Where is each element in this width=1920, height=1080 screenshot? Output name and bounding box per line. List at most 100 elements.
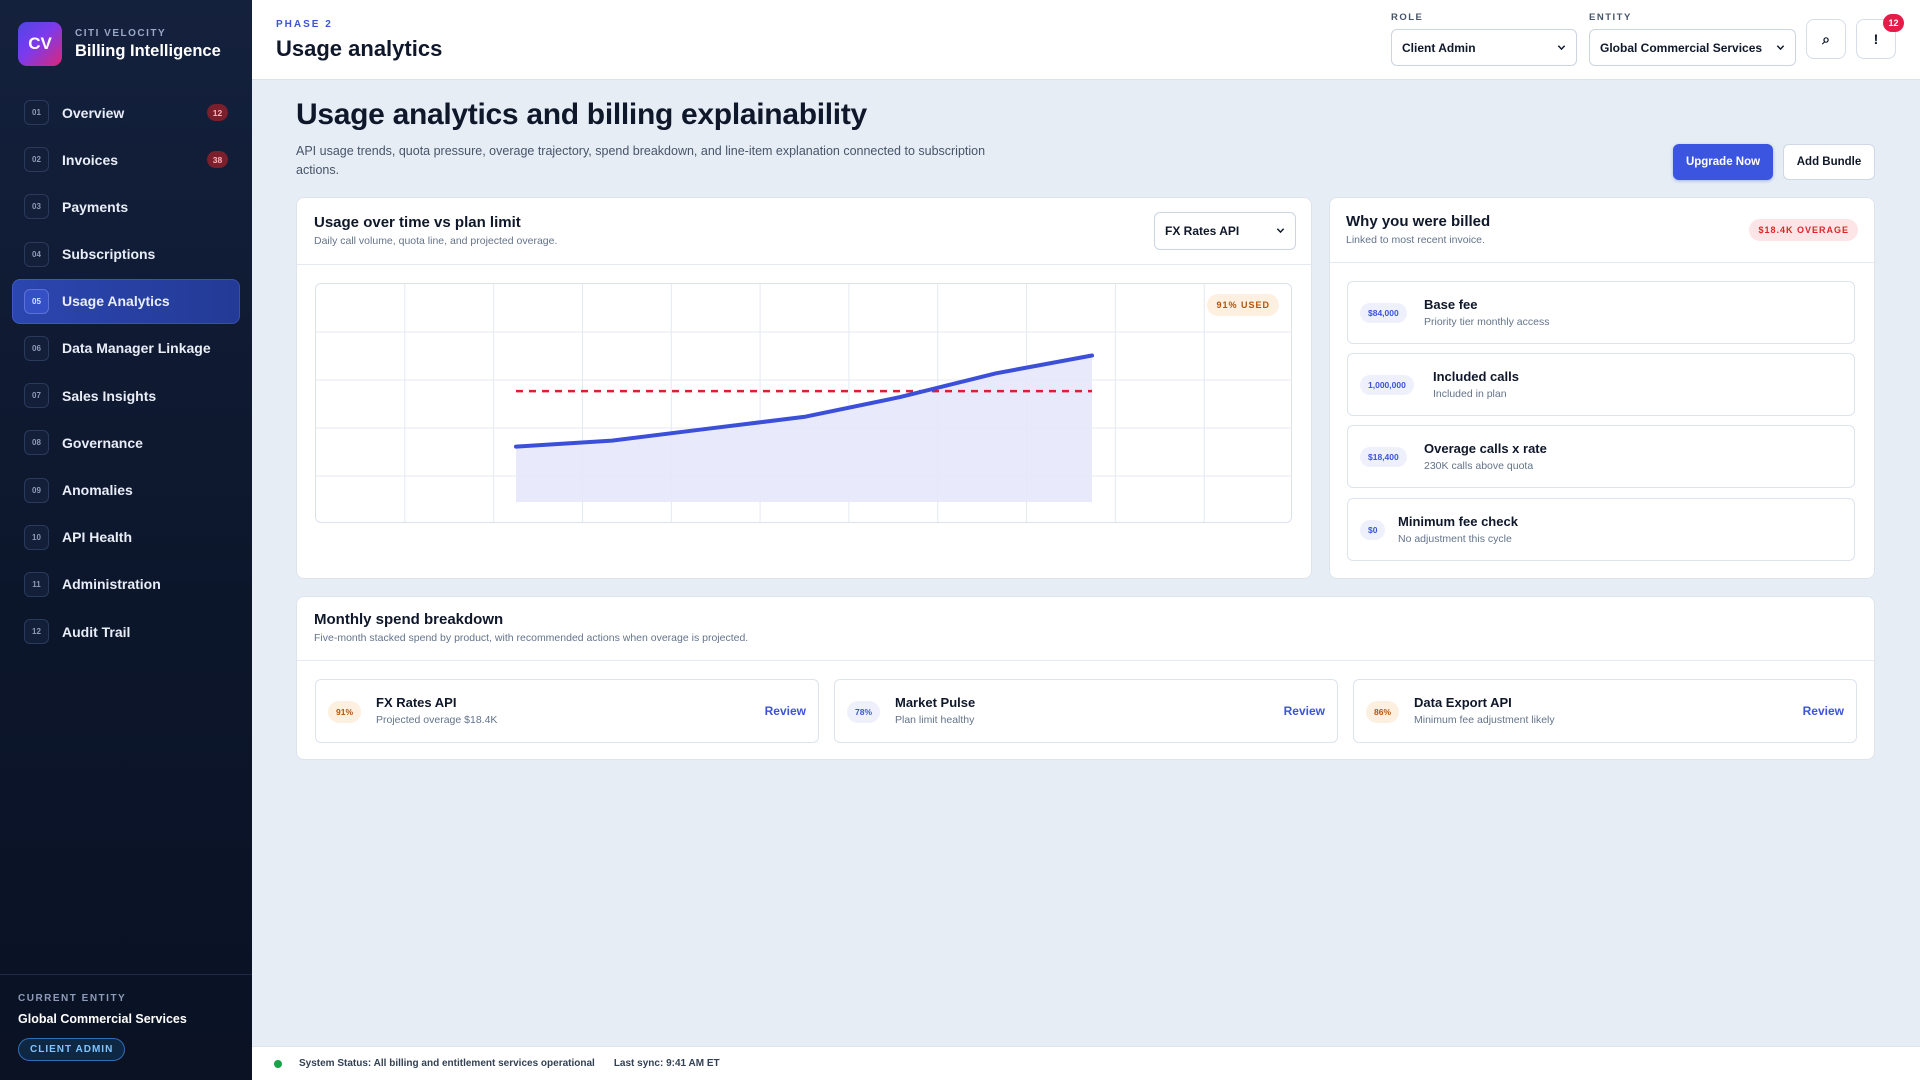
sidebar-item-sales-insights[interactable]: 07 Sales Insights xyxy=(12,373,240,418)
nav-number: 11 xyxy=(24,571,49,597)
billed-card-subtitle: Linked to most recent invoice. xyxy=(1346,234,1485,246)
usage-percent-pill: 86% xyxy=(1366,701,1400,723)
card-divider xyxy=(297,264,1311,265)
sidebar-item-usage-analytics[interactable]: 05 Usage Analytics xyxy=(12,278,240,324)
sidebar-item-label: API Health xyxy=(62,529,133,546)
entity-select[interactable]: Global Commercial Services xyxy=(1589,29,1796,66)
review-link[interactable]: Review xyxy=(764,704,806,718)
usage-percent-pill: 78% xyxy=(847,701,881,723)
add-bundle-button[interactable]: Add Bundle xyxy=(1783,144,1875,180)
review-link[interactable]: Review xyxy=(1283,704,1325,718)
sidebar-item-label: Sales Insights xyxy=(62,387,157,404)
main-title: Usage analytics and billing explainabili… xyxy=(296,98,867,131)
entity-label: ENTITY xyxy=(1589,12,1632,23)
brand-kicker: CITI VELOCITY xyxy=(75,27,167,39)
sidebar-item-subscriptions[interactable]: 04 Subscriptions xyxy=(12,232,240,277)
current-entity-kicker: CURRENT ENTITY xyxy=(18,993,127,1004)
product-name: Market Pulse xyxy=(895,695,976,710)
sidebar-item-payments[interactable]: 03 Payments xyxy=(12,184,240,229)
nav-number: 09 xyxy=(24,477,49,503)
upgrade-now-button[interactable]: Upgrade Now xyxy=(1673,144,1773,180)
sidebar-item-overview[interactable]: 01 Overview 12 xyxy=(12,90,240,135)
review-link[interactable]: Review xyxy=(1802,704,1844,718)
chevron-down-icon xyxy=(1776,45,1785,51)
role-badge: CLIENT ADMIN xyxy=(18,1038,126,1061)
status-dot-icon xyxy=(274,1059,282,1068)
sidebar-item-label: Invoices xyxy=(62,151,119,168)
nav-number: 01 xyxy=(24,100,49,125)
sidebar-item-data-manager-linkage[interactable]: 06 Data Manager Linkage xyxy=(12,326,240,371)
brand: CV CITI VELOCITY Billing Intelligence xyxy=(18,22,221,66)
spend-breakdown-card: Monthly spend breakdown Five-month stack… xyxy=(296,596,1875,760)
bill-item-label: Included calls xyxy=(1433,369,1519,384)
search-button[interactable]: ⌕ xyxy=(1806,19,1846,59)
sidebar-nav: 01 Overview 12 02 Invoices 38 03 Payment… xyxy=(12,90,240,656)
overage-badge: $18.4K OVERAGE xyxy=(1749,219,1858,241)
count-badge: 38 xyxy=(207,151,228,169)
api-select[interactable]: FX Rates API xyxy=(1154,212,1296,250)
current-entity-name: Global Commercial Services xyxy=(18,1012,187,1026)
sidebar-item-label: Anomalies xyxy=(62,482,133,498)
brand-text: CITI VELOCITY Billing Intelligence xyxy=(75,28,221,61)
spend-card-subtitle: Five-month stacked spend by product, wit… xyxy=(314,632,749,644)
amount-pill: $84,000 xyxy=(1360,303,1407,323)
page-title: Usage analytics xyxy=(276,36,443,61)
role-select[interactable]: Client Admin xyxy=(1391,29,1577,66)
bill-item-label: Minimum fee check xyxy=(1398,514,1518,529)
usage-card-title: Usage over time vs plan limit xyxy=(314,214,521,231)
search-icon: ⌕ xyxy=(1822,30,1830,47)
sidebar: CV CITI VELOCITY Billing Intelligence 01… xyxy=(0,0,252,1080)
amount-pill: 1,000,000 xyxy=(1360,375,1414,395)
alerts-button[interactable]: ! 12 xyxy=(1856,14,1904,59)
sidebar-item-label: Overview xyxy=(62,104,125,121)
usage-area xyxy=(516,355,1092,502)
product-note: Plan limit healthy xyxy=(895,714,975,726)
nav-number: 07 xyxy=(24,383,49,409)
nav-number: 03 xyxy=(24,194,49,220)
bill-line-item: $18,400 Overage calls x rate 230K calls … xyxy=(1347,425,1855,488)
bill-item-sub: No adjustment this cycle xyxy=(1398,533,1512,545)
brand-logo: CV xyxy=(18,22,62,66)
phase-label: PHASE 2 xyxy=(276,19,333,30)
entity-field: ENTITY Global Commercial Services xyxy=(1589,12,1796,66)
card-divider xyxy=(297,660,1874,661)
product-name: Data Export API xyxy=(1414,695,1512,710)
nav-number: 08 xyxy=(24,430,49,456)
sidebar-item-label: Administration xyxy=(62,576,161,593)
card-divider xyxy=(1330,262,1874,263)
brand-title: Billing Intelligence xyxy=(75,41,221,60)
product-note: Minimum fee adjustment likely xyxy=(1414,714,1555,726)
bill-item-label: Base fee xyxy=(1424,297,1478,312)
nav-number: 06 xyxy=(24,335,49,361)
bill-item-sub: Included in plan xyxy=(1433,388,1507,400)
sidebar-item-audit-trail[interactable]: 12 Audit Trail xyxy=(12,609,240,654)
sidebar-item-label: Usage Analytics xyxy=(62,293,170,310)
chevron-down-icon xyxy=(1276,228,1285,234)
sidebar-item-api-health[interactable]: 10 API Health xyxy=(12,515,240,560)
role-field: ROLE Client Admin xyxy=(1391,12,1577,66)
usage-chart-svg xyxy=(316,284,1291,522)
usage-chart: 91% USED xyxy=(315,283,1292,523)
sidebar-item-administration[interactable]: 11 Administration xyxy=(12,562,240,607)
usage-chart-card: Usage over time vs plan limit Daily call… xyxy=(296,197,1312,579)
nav-number: 05 xyxy=(24,288,49,314)
bill-item-label: Overage calls x rate xyxy=(1424,441,1547,456)
spend-product-row: 91% FX Rates API Projected overage $18.4… xyxy=(315,679,819,743)
chevron-down-icon xyxy=(1557,45,1566,51)
sidebar-footer: CURRENT ENTITY Global Commercial Service… xyxy=(0,974,252,1080)
bill-line-item: $84,000 Base fee Priority tier monthly a… xyxy=(1347,281,1855,344)
sidebar-item-invoices[interactable]: 02 Invoices 38 xyxy=(12,137,240,182)
count-badge: 12 xyxy=(207,104,228,121)
notification-count-badge: 12 xyxy=(1883,14,1904,32)
role-select-value: Client Admin xyxy=(1402,40,1476,55)
product-name: FX Rates API xyxy=(376,695,457,710)
sidebar-item-governance[interactable]: 08 Governance xyxy=(12,420,240,465)
spend-card-title: Monthly spend breakdown xyxy=(314,611,504,628)
role-label: ROLE xyxy=(1391,12,1424,23)
usage-percent-pill: 91% xyxy=(328,701,362,723)
sidebar-item-label: Data Manager Linkage xyxy=(62,340,211,357)
nav-number: 12 xyxy=(24,619,49,645)
sidebar-item-anomalies[interactable]: 09 Anomalies xyxy=(12,468,240,513)
api-select-value: FX Rates API xyxy=(1165,224,1240,238)
system-status-text: System Status: All billing and entitleme… xyxy=(299,1058,595,1069)
